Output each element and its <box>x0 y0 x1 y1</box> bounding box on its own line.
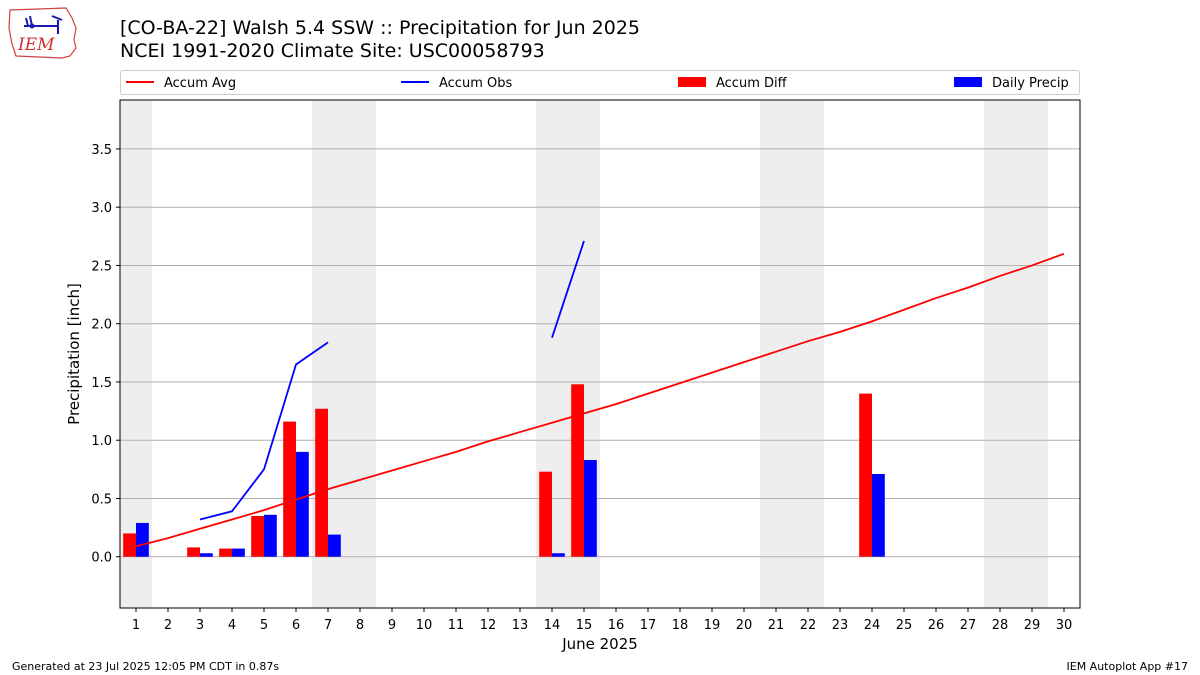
x-tick-label-3: 3 <box>196 618 204 633</box>
x-tick-label-4: 4 <box>228 618 236 633</box>
footer-generated: Generated at 23 Jul 2025 12:05 PM CDT in… <box>12 660 280 673</box>
y-tick-label-3.0: 3.0 <box>91 201 112 216</box>
x-tick-label-22: 22 <box>800 618 817 633</box>
bar-daily-precip-day-4 <box>232 548 245 557</box>
x-tick-label-29: 29 <box>1024 618 1041 633</box>
legend-label-accum-avg: Accum Avg <box>164 76 236 91</box>
x-tick-label-6: 6 <box>292 618 300 633</box>
x-tick-label-17: 17 <box>640 618 657 633</box>
y-axis-label: Precipitation [inch] <box>65 283 83 425</box>
legend-box <box>120 70 1080 95</box>
weather-vane-icon <box>24 15 63 34</box>
legend: Accum Avg Accum Obs Accum Diff Daily Precip <box>120 70 1080 95</box>
x-tick-label-19: 19 <box>704 618 721 633</box>
x-tick-label-5: 5 <box>260 618 268 633</box>
plot-area <box>120 100 1080 608</box>
x-tick-label-9: 9 <box>388 618 396 633</box>
legend-label-daily-precip: Daily Precip <box>992 76 1069 91</box>
line-accum-avg <box>135 252 1065 548</box>
logo-text: IEM <box>17 35 55 55</box>
line-accum-obs-segment-1 <box>199 341 329 521</box>
vane-center <box>29 23 35 29</box>
iem-logo: IEM <box>8 7 77 59</box>
x-tick-label-1: 1 <box>132 618 140 633</box>
x-tick-label-2: 2 <box>164 618 172 633</box>
bar-daily-precip-day-3 <box>200 553 213 557</box>
y-tick-label-3.5: 3.5 <box>91 143 112 158</box>
y-tick-label-0.0: 0.0 <box>91 551 112 566</box>
bar-daily-precip-day-15 <box>584 460 597 557</box>
x-tick-label-7: 7 <box>324 618 332 633</box>
x-tick-label-21: 21 <box>768 618 785 633</box>
chart-subtitle: NCEI 1991-2020 Climate Site: USC00058793 <box>120 40 545 62</box>
x-tick-label-30: 30 <box>1056 618 1073 633</box>
bar-daily-precip-day-24 <box>872 474 885 557</box>
x-tick-label-25: 25 <box>896 618 913 633</box>
x-tick-label-14: 14 <box>544 618 561 633</box>
chart-title: [CO-BA-22] Walsh 5.4 SSW :: Precipitatio… <box>120 17 641 39</box>
bar-accum-diff-day-6 <box>283 421 296 557</box>
y-tick-label-2.5: 2.5 <box>91 259 112 274</box>
x-tick-label-18: 18 <box>672 618 689 633</box>
x-tick-label-20: 20 <box>736 618 753 633</box>
x-tick-label-15: 15 <box>576 618 593 633</box>
x-tick-label-27: 27 <box>960 618 977 633</box>
bar-daily-precip-day-14 <box>552 553 565 557</box>
x-tick-label-23: 23 <box>832 618 849 633</box>
legend-label-accum-obs: Accum Obs <box>439 76 512 91</box>
x-axis-label: June 2025 <box>561 635 638 653</box>
iowa-state-outline <box>8 7 77 59</box>
plot-frame <box>119 99 1081 609</box>
x-tick-label-11: 11 <box>448 618 465 633</box>
x-tick-label-12: 12 <box>480 618 497 633</box>
bar-accum-diff-day-15 <box>571 384 584 557</box>
footer-app: IEM Autoplot App #17 <box>1066 660 1189 673</box>
bar-daily-precip-day-7 <box>328 534 341 557</box>
bar-accum-diff-day-5 <box>251 515 264 557</box>
legend-swatch-accum-diff <box>678 77 706 87</box>
bar-daily-precip-day-6 <box>296 451 309 557</box>
bar-daily-precip-day-5 <box>264 514 277 557</box>
y-tick-label-0.5: 0.5 <box>91 492 112 507</box>
bar-accum-diff-day-4 <box>219 548 232 557</box>
x-tick-label-16: 16 <box>608 618 625 633</box>
x-tick-label-10: 10 <box>416 618 433 633</box>
line-accum-obs-segment-2 <box>551 240 585 338</box>
x-tick-label-26: 26 <box>928 618 945 633</box>
x-tick-label-24: 24 <box>864 618 881 633</box>
bar-accum-diff-day-24 <box>859 393 872 557</box>
bar-accum-diff-day-1 <box>123 533 136 557</box>
bar-daily-precip-day-1 <box>136 522 149 557</box>
bar-accum-diff-day-3 <box>187 547 200 557</box>
legend-swatch-daily-precip <box>954 77 982 87</box>
legend-label-accum-diff: Accum Diff <box>716 76 788 91</box>
y-tick-label-2.0: 2.0 <box>91 318 112 333</box>
x-tick-label-28: 28 <box>992 618 1009 633</box>
y-tick-label-1.0: 1.0 <box>91 434 112 449</box>
x-tick-label-13: 13 <box>512 618 529 633</box>
axes: 0.00.51.01.52.02.53.03.51 2 3 4 5 6 7 8 9 10 11 12 1… <box>65 99 1081 653</box>
x-tick-label-8: 8 <box>356 618 364 633</box>
bar-accum-diff-day-7 <box>315 408 328 557</box>
bar-accum-diff-day-14 <box>539 471 552 557</box>
y-tick-label-1.5: 1.5 <box>91 376 112 391</box>
weekend-band-5 <box>984 100 1048 608</box>
